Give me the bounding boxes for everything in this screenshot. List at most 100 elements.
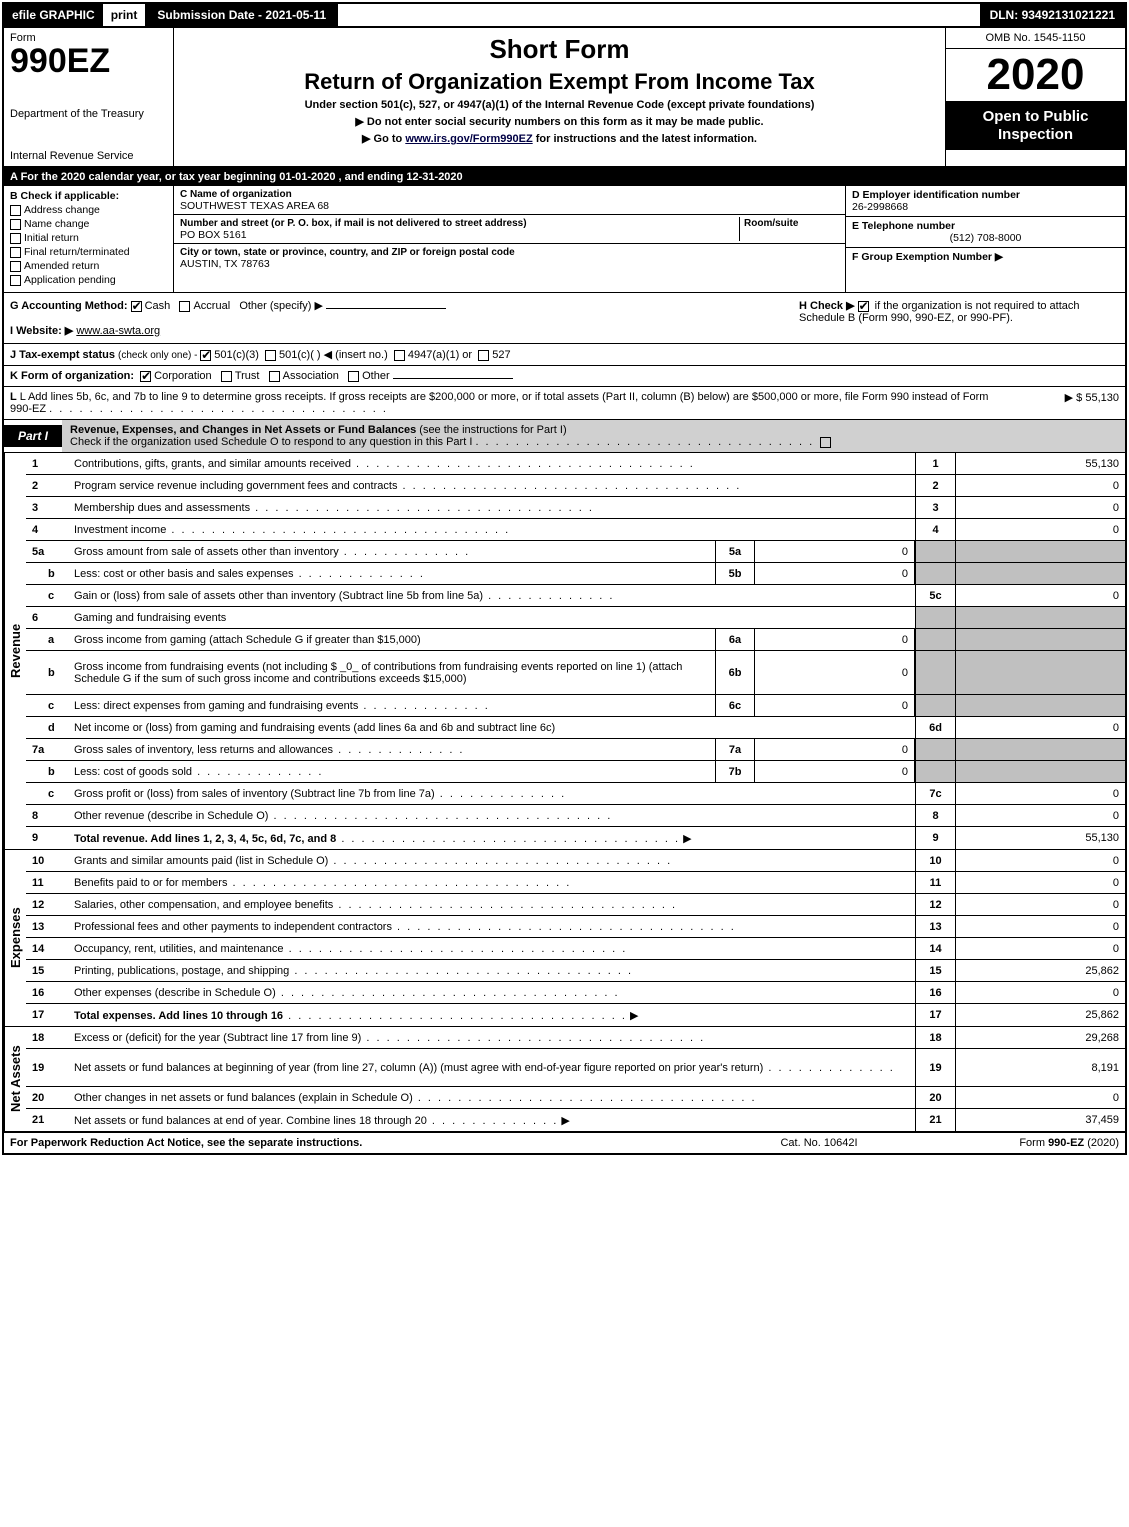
line-7b: bLess: cost of goods sold7b0	[26, 761, 1125, 783]
org-name: SOUTHWEST TEXAS AREA 68	[180, 200, 329, 212]
chk-h[interactable]	[858, 301, 869, 312]
line-6c: cLess: direct expenses from gaming and f…	[26, 695, 1125, 717]
submission-date-value: 2021-05-11	[265, 8, 326, 22]
line-3: 3Membership dues and assessments30	[26, 497, 1125, 519]
gh-row: G Accounting Method: Cash Accrual Other …	[4, 293, 1125, 344]
f-row: F Group Exemption Number ▶	[846, 248, 1125, 292]
line-19: 19Net assets or fund balances at beginni…	[26, 1049, 1125, 1087]
goto-link[interactable]: www.irs.gov/Form990EZ	[405, 133, 532, 145]
dln-box: DLN: 93492131021221	[980, 4, 1125, 26]
website-value[interactable]: www.aa-swta.org	[76, 325, 160, 337]
chk-assoc[interactable]	[269, 371, 280, 382]
chk-accrual[interactable]	[179, 301, 190, 312]
j-row: J Tax-exempt status (check only one) - 5…	[4, 344, 1125, 366]
box-b: B Check if applicable: Address change Na…	[4, 186, 174, 292]
room-label: Room/suite	[744, 218, 798, 229]
f-label: F Group Exemption Number ▶	[852, 251, 1003, 263]
line-6d: dNet income or (loss) from gaming and fu…	[26, 717, 1125, 739]
part1-check-line: Check if the organization used Schedule …	[70, 436, 472, 448]
h-section: H Check ▶ if the organization is not req…	[799, 299, 1119, 337]
side-expenses: Expenses	[4, 850, 26, 1026]
city-value: AUSTIN, TX 78763	[180, 258, 270, 270]
submission-date-box: Submission Date - 2021-05-11	[145, 4, 338, 26]
phone-value: (512) 708-8000	[852, 232, 1119, 244]
chk-527[interactable]	[478, 350, 489, 361]
line-5b: bLess: cost or other basis and sales exp…	[26, 563, 1125, 585]
chk-address-change[interactable]: Address change	[10, 204, 167, 216]
g-label: G Accounting Method:	[10, 300, 128, 312]
k-other-input[interactable]	[393, 378, 513, 379]
open-to-public: Open to Public Inspection	[946, 102, 1125, 150]
expenses-lines: 10Grants and similar amounts paid (list …	[26, 850, 1125, 1026]
chk-corp[interactable]	[140, 371, 151, 382]
header-right: OMB No. 1545-1150 2020 Open to Public In…	[945, 28, 1125, 166]
print-link[interactable]: print	[103, 4, 146, 26]
top-bar: efile GRAPHIC print Submission Date - 20…	[4, 4, 1125, 28]
city-label: City or town, state or province, country…	[180, 247, 515, 258]
g-section: G Accounting Method: Cash Accrual Other …	[10, 299, 799, 337]
footer-right: Form 990-EZ (2020)	[919, 1137, 1119, 1149]
chk-other-org[interactable]	[348, 371, 359, 382]
line-4: 4Investment income40	[26, 519, 1125, 541]
chk-application-pending[interactable]: Application pending	[10, 274, 167, 286]
chk-name-change[interactable]: Name change	[10, 218, 167, 230]
chk-4947[interactable]	[394, 350, 405, 361]
chk-part1-schedO[interactable]	[820, 437, 831, 448]
e-row: E Telephone number (512) 708-8000	[846, 217, 1125, 248]
chk-amended-return[interactable]: Amended return	[10, 260, 167, 272]
box-def: D Employer identification number 26-2998…	[845, 186, 1125, 292]
expenses-block: Expenses 10Grants and similar amounts pa…	[4, 850, 1125, 1027]
subtitle-goto: ▶ Go to www.irs.gov/Form990EZ for instru…	[184, 132, 935, 145]
header-left: Form 990EZ Department of the Treasury In…	[4, 28, 174, 166]
line-8: 8Other revenue (describe in Schedule O)8…	[26, 805, 1125, 827]
line-14: 14Occupancy, rent, utilities, and mainte…	[26, 938, 1125, 960]
d-row: D Employer identification number 26-2998…	[846, 186, 1125, 217]
goto-post: for instructions and the latest informat…	[533, 133, 757, 145]
form-number: 990EZ	[10, 44, 167, 78]
b-label: B Check if applicable:	[10, 190, 167, 202]
chk-501c[interactable]	[265, 350, 276, 361]
chk-cash[interactable]	[131, 301, 142, 312]
line-6a: aGross income from gaming (attach Schedu…	[26, 629, 1125, 651]
j-label: J Tax-exempt status	[10, 349, 115, 361]
addr-row: Number and street (or P. O. box, if mail…	[174, 215, 845, 244]
k-row: K Form of organization: Corporation Trus…	[4, 366, 1125, 387]
side-netassets: Net Assets	[4, 1027, 26, 1131]
line-13: 13Professional fees and other payments t…	[26, 916, 1125, 938]
subtitle-section: Under section 501(c), 527, or 4947(a)(1)…	[184, 99, 935, 111]
l-value: $ 55,130	[1076, 392, 1119, 404]
revenue-lines: 1Contributions, gifts, grants, and simil…	[26, 453, 1125, 849]
chk-trust[interactable]	[221, 371, 232, 382]
chk-501c3[interactable]	[200, 350, 211, 361]
line-9: 9Total revenue. Add lines 1, 2, 3, 4, 5c…	[26, 827, 1125, 849]
dln-label: DLN:	[990, 8, 1022, 22]
department-label: Department of the Treasury	[10, 108, 167, 120]
taxyear-text-b: , and ending	[339, 171, 407, 183]
c-label: C Name of organization	[180, 189, 292, 200]
taxyear-text-a: A For the 2020 calendar year, or tax yea…	[10, 171, 279, 183]
line-5a: 5aGross amount from sale of assets other…	[26, 541, 1125, 563]
part1-label: Part I	[4, 425, 62, 447]
efile-label: efile GRAPHIC	[4, 4, 103, 26]
omb-number: OMB No. 1545-1150	[946, 28, 1125, 49]
revenue-block: Revenue 1Contributions, gifts, grants, a…	[4, 453, 1125, 850]
line-7c: cGross profit or (loss) from sales of in…	[26, 783, 1125, 805]
dln-value: 93492131021221	[1022, 8, 1115, 22]
title-return: Return of Organization Exempt From Incom…	[184, 69, 935, 95]
line-11: 11Benefits paid to or for members110	[26, 872, 1125, 894]
netassets-lines: 18Excess or (deficit) for the year (Subt…	[26, 1027, 1125, 1131]
chk-initial-return[interactable]: Initial return	[10, 232, 167, 244]
line-21: 21Net assets or fund balances at end of …	[26, 1109, 1125, 1131]
line-6: 6Gaming and fundraising events	[26, 607, 1125, 629]
g-other-input[interactable]	[326, 308, 446, 309]
e-label: E Telephone number	[852, 220, 955, 232]
part1-header: Part I Revenue, Expenses, and Changes in…	[4, 420, 1125, 453]
chk-final-return[interactable]: Final return/terminated	[10, 246, 167, 258]
form-page: efile GRAPHIC print Submission Date - 20…	[2, 2, 1127, 1155]
title-short-form: Short Form	[184, 34, 935, 65]
line-20: 20Other changes in net assets or fund ba…	[26, 1087, 1125, 1109]
form-header: Form 990EZ Department of the Treasury In…	[4, 28, 1125, 168]
box-c: C Name of organization SOUTHWEST TEXAS A…	[174, 186, 845, 292]
i-label: I Website: ▶	[10, 325, 73, 337]
tax-year: 2020	[946, 49, 1125, 102]
